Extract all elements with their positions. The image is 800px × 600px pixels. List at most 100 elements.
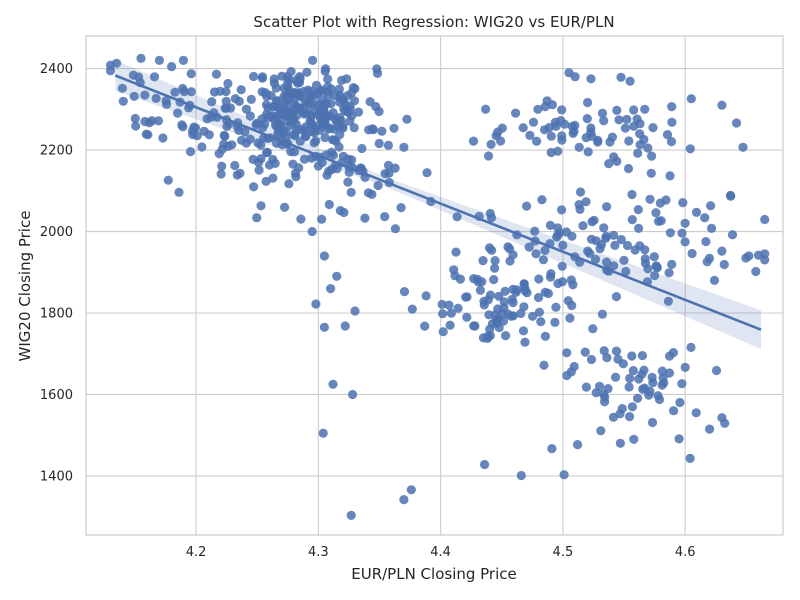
- data-point: [389, 123, 399, 133]
- data-point: [599, 116, 609, 126]
- data-point: [588, 324, 598, 334]
- data-point: [534, 274, 544, 284]
- data-point: [163, 175, 173, 185]
- data-point: [622, 114, 632, 124]
- data-point: [319, 322, 329, 332]
- data-point: [525, 130, 535, 140]
- data-point: [536, 317, 546, 327]
- data-point: [657, 380, 667, 390]
- data-point: [677, 379, 687, 389]
- data-point: [422, 168, 432, 178]
- data-point: [643, 264, 653, 274]
- data-point: [481, 104, 491, 114]
- data-point: [348, 83, 358, 93]
- data-point: [531, 249, 541, 259]
- data-point: [220, 103, 230, 113]
- data-point: [727, 230, 738, 240]
- data-point: [216, 169, 226, 179]
- data-point: [717, 246, 727, 256]
- data-point: [559, 470, 569, 480]
- data-point: [438, 309, 448, 319]
- data-point: [706, 201, 716, 211]
- x-tick-label: 4.6: [675, 545, 696, 560]
- data-point: [605, 137, 615, 147]
- regression-line-group: [114, 74, 762, 331]
- data-point: [629, 105, 639, 115]
- data-point: [575, 204, 585, 214]
- data-point: [622, 240, 633, 251]
- data-point: [279, 83, 289, 93]
- data-point: [600, 397, 610, 407]
- data-point: [627, 189, 637, 200]
- data-point: [609, 261, 619, 271]
- data-point: [330, 114, 340, 125]
- data-point: [686, 94, 696, 104]
- data-point: [186, 87, 196, 97]
- data-point: [420, 321, 430, 331]
- data-point: [705, 424, 715, 434]
- data-point: [197, 142, 207, 152]
- data-point: [320, 132, 330, 143]
- data-point: [753, 250, 764, 260]
- data-point: [500, 286, 510, 296]
- x-tick-label: 4.2: [186, 545, 207, 560]
- data-point: [503, 242, 513, 252]
- data-point: [627, 215, 637, 225]
- data-point: [603, 384, 613, 394]
- data-point: [299, 86, 309, 96]
- data-point: [595, 244, 605, 254]
- data-point: [390, 163, 400, 173]
- data-point: [477, 277, 487, 287]
- y-tick-label: 1800: [40, 306, 73, 321]
- data-point: [744, 251, 754, 261]
- data-point: [307, 226, 317, 237]
- data-point: [542, 96, 552, 106]
- data-point: [586, 74, 596, 84]
- data-point: [134, 72, 144, 82]
- data-point: [190, 123, 201, 133]
- data-point: [581, 197, 591, 207]
- data-point: [178, 83, 188, 94]
- data-point: [602, 257, 612, 267]
- data-point: [449, 265, 459, 275]
- data-point: [209, 87, 220, 97]
- data-point: [290, 131, 300, 141]
- data-point: [614, 115, 624, 125]
- data-point: [599, 223, 609, 233]
- data-point: [760, 214, 770, 225]
- data-point: [305, 91, 316, 101]
- data-point: [396, 203, 406, 213]
- data-point: [402, 114, 412, 124]
- data-point: [530, 226, 540, 236]
- data-point: [520, 337, 530, 347]
- data-point: [537, 195, 547, 205]
- data-point: [365, 97, 375, 107]
- data-point: [611, 372, 621, 382]
- data-point: [256, 140, 266, 150]
- data-point: [323, 74, 333, 84]
- data-point: [566, 367, 576, 377]
- data-point: [327, 164, 337, 175]
- data-point: [372, 68, 383, 78]
- data-point: [211, 69, 221, 79]
- data-point: [575, 187, 586, 197]
- data-point: [306, 111, 316, 121]
- data-point: [653, 216, 664, 226]
- data-point: [586, 234, 597, 244]
- data-point: [258, 123, 268, 133]
- data-point: [624, 412, 635, 422]
- data-point: [505, 256, 515, 266]
- data-point: [667, 117, 677, 127]
- data-point: [390, 224, 400, 234]
- data-point: [249, 71, 259, 82]
- data-point: [399, 142, 409, 152]
- x-tick-label: 4.5: [553, 545, 574, 560]
- data-point: [241, 104, 251, 114]
- data-point: [323, 82, 333, 92]
- data-point: [318, 108, 329, 118]
- data-point: [624, 136, 634, 146]
- data-point: [615, 438, 626, 448]
- data-point: [282, 94, 292, 104]
- data-point: [485, 290, 495, 300]
